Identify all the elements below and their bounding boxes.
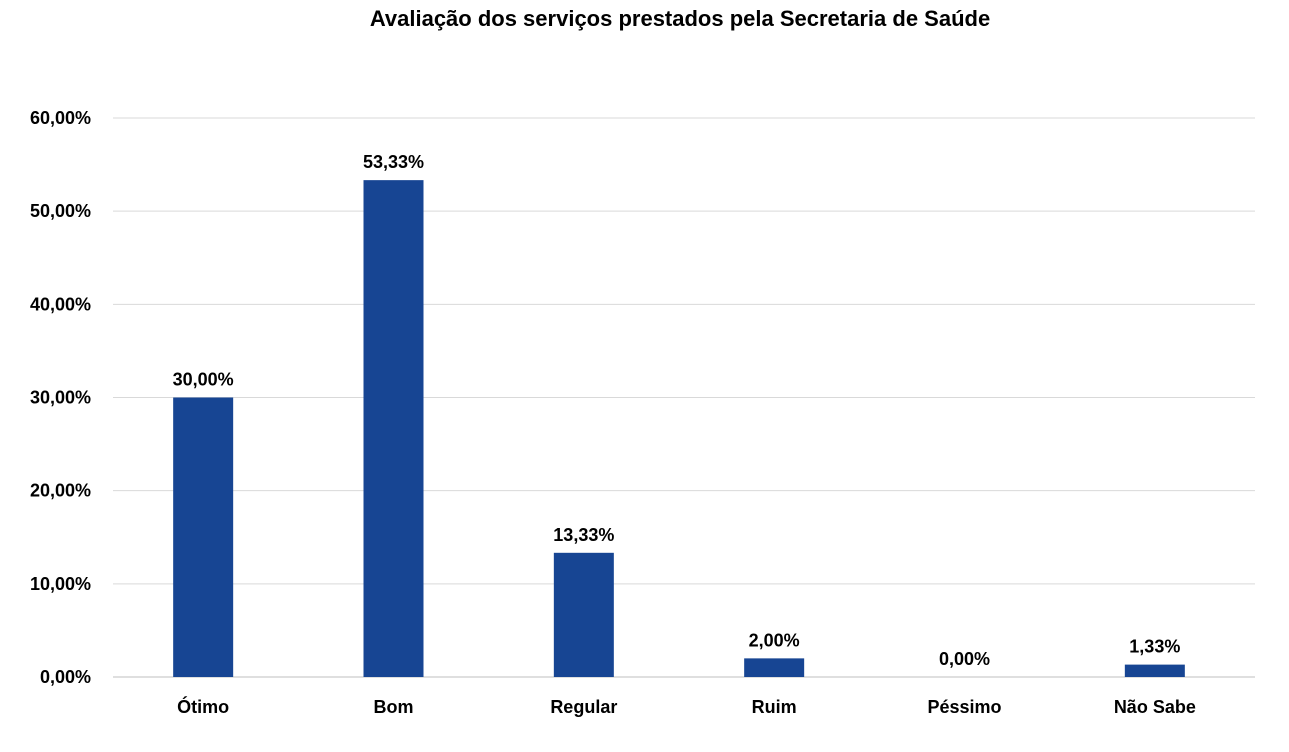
category-label: Ruim <box>752 697 797 717</box>
y-tick-label: 30,00% <box>30 388 91 408</box>
category-label: Bom <box>374 697 414 717</box>
category-label: Regular <box>550 697 617 717</box>
data-label: 53,33% <box>363 152 424 172</box>
data-label: 30,00% <box>173 370 234 390</box>
bar <box>1124 664 1185 677</box>
bars <box>173 180 1185 678</box>
y-tick-label: 60,00% <box>30 108 91 128</box>
y-tick-label: 20,00% <box>30 481 91 501</box>
bar <box>744 658 805 677</box>
data-label: 2,00% <box>749 630 800 650</box>
gridlines <box>113 117 1255 678</box>
y-tick-label: 40,00% <box>30 294 91 314</box>
data-labels: 30,00% 53,33% 13,33% 2,00% 0,00% 1,33% <box>173 152 1181 669</box>
category-labels: Ótimo Bom Regular Ruim Péssimo Não Sabe <box>177 696 1196 717</box>
y-tick-label: 10,00% <box>30 574 91 594</box>
chart-title: Avaliação dos serviços prestados pela Se… <box>369 6 991 31</box>
data-label: 13,33% <box>553 525 614 545</box>
data-label: 0,00% <box>939 649 990 669</box>
category-label: Péssimo <box>927 697 1001 717</box>
data-label: 1,33% <box>1129 637 1180 657</box>
y-tick-label: 0,00% <box>40 667 91 687</box>
bar <box>553 552 614 677</box>
y-tick-label: 50,00% <box>30 201 91 221</box>
bar <box>363 180 424 678</box>
category-label: Ótimo <box>177 696 229 717</box>
bar <box>173 397 234 677</box>
y-axis-ticks: 0,00% 10,00% 20,00% 30,00% 40,00% 50,00% 60,00… <box>30 108 91 687</box>
category-label: Não Sabe <box>1114 697 1196 717</box>
